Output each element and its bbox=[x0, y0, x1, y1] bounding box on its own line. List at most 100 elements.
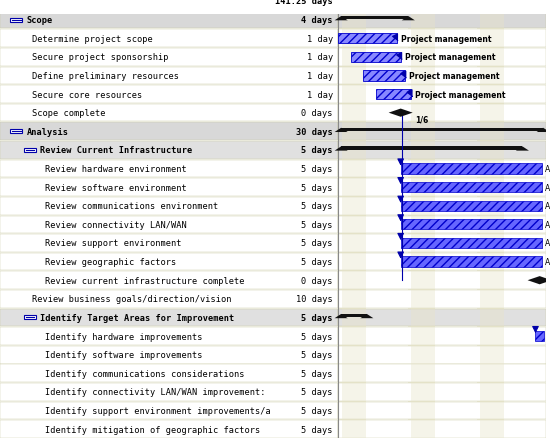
Bar bbox=[0, 328, 338, 345]
Text: 10 days: 10 days bbox=[296, 295, 333, 304]
Text: 5 days: 5 days bbox=[301, 332, 333, 341]
Bar bbox=[338, 160, 546, 178]
Bar bbox=[24, 316, 36, 320]
Bar bbox=[338, 309, 546, 327]
Text: Review hardware environment: Review hardware environment bbox=[45, 165, 187, 173]
Text: A: A bbox=[544, 220, 549, 230]
Bar bbox=[338, 272, 546, 290]
Text: Project management: Project management bbox=[401, 35, 491, 43]
Text: 1 day: 1 day bbox=[307, 35, 333, 43]
Text: Identify support environment improvements/a: Identify support environment improvement… bbox=[45, 406, 271, 415]
Bar bbox=[338, 179, 546, 197]
Bar bbox=[0, 0, 338, 11]
Bar bbox=[338, 198, 546, 215]
Text: Review current infrastructure complete: Review current infrastructure complete bbox=[45, 276, 245, 285]
Bar bbox=[0, 216, 338, 233]
Bar bbox=[338, 420, 546, 438]
Text: 0 days: 0 days bbox=[301, 276, 333, 285]
Text: Review software environment: Review software environment bbox=[45, 183, 187, 192]
Bar bbox=[364, 71, 405, 81]
Bar bbox=[0, 309, 338, 327]
Bar bbox=[0, 142, 338, 159]
Text: 5 days: 5 days bbox=[301, 425, 333, 434]
Text: Identify software improvements: Identify software improvements bbox=[45, 350, 203, 359]
Text: 0 days: 0 days bbox=[301, 109, 333, 118]
Text: 1 day: 1 day bbox=[307, 53, 333, 62]
Polygon shape bbox=[360, 314, 373, 318]
Bar bbox=[0, 12, 338, 29]
Bar bbox=[338, 402, 546, 420]
Bar bbox=[400, 257, 542, 267]
Polygon shape bbox=[334, 147, 348, 151]
Bar bbox=[338, 328, 546, 345]
Bar bbox=[338, 253, 546, 271]
Bar bbox=[341, 0, 543, 2]
Text: Review business goals/direction/vision: Review business goals/direction/vision bbox=[32, 295, 231, 304]
Bar bbox=[0, 67, 338, 85]
Bar bbox=[338, 290, 546, 308]
Text: 1 day: 1 day bbox=[307, 72, 333, 81]
Polygon shape bbox=[516, 147, 529, 151]
Text: Review connectivity LAN/WAN: Review connectivity LAN/WAN bbox=[45, 220, 187, 230]
Bar bbox=[338, 34, 397, 44]
Text: 5 days: 5 days bbox=[301, 258, 333, 266]
Text: Define preliminary resources: Define preliminary resources bbox=[32, 72, 179, 81]
Text: 5 days: 5 days bbox=[301, 406, 333, 415]
Bar bbox=[0, 346, 338, 364]
Bar bbox=[338, 383, 546, 401]
Bar bbox=[0, 49, 338, 67]
Text: A: A bbox=[544, 183, 549, 192]
Bar bbox=[0, 272, 338, 290]
Text: 5 days: 5 days bbox=[301, 313, 333, 322]
Bar bbox=[0, 402, 338, 420]
Text: Identify connectivity LAN/WAN improvement:: Identify connectivity LAN/WAN improvemen… bbox=[45, 388, 266, 396]
Text: Secure project sponsorship: Secure project sponsorship bbox=[32, 53, 168, 62]
Text: Identify hardware improvements: Identify hardware improvements bbox=[45, 332, 203, 341]
Bar bbox=[342, 14, 366, 438]
Bar bbox=[376, 90, 411, 100]
Bar bbox=[480, 14, 504, 438]
Bar bbox=[400, 164, 542, 174]
Polygon shape bbox=[389, 110, 412, 117]
Bar bbox=[338, 364, 546, 382]
Text: A: A bbox=[544, 239, 549, 248]
Text: A: A bbox=[544, 165, 549, 173]
Bar bbox=[341, 147, 522, 150]
Text: Scope complete: Scope complete bbox=[32, 109, 105, 118]
Polygon shape bbox=[334, 0, 348, 3]
Bar bbox=[0, 123, 338, 141]
Bar bbox=[0, 86, 338, 104]
Text: Review support environment: Review support environment bbox=[45, 239, 182, 248]
Text: Analysis: Analysis bbox=[27, 127, 69, 137]
Bar bbox=[338, 346, 546, 364]
Bar bbox=[338, 49, 546, 67]
Bar bbox=[338, 142, 546, 159]
Bar bbox=[338, 123, 546, 141]
Text: Secure core resources: Secure core resources bbox=[32, 90, 142, 99]
Text: 5 days: 5 days bbox=[301, 239, 333, 248]
Text: 5 days: 5 days bbox=[301, 146, 333, 155]
Polygon shape bbox=[537, 0, 549, 3]
Bar bbox=[0, 235, 338, 252]
Bar bbox=[400, 238, 542, 248]
Text: 141.25 days: 141.25 days bbox=[275, 0, 333, 7]
Bar bbox=[24, 148, 36, 152]
Bar bbox=[10, 18, 23, 22]
Bar bbox=[338, 30, 546, 48]
Text: 4 days: 4 days bbox=[301, 16, 333, 25]
Text: 30 days: 30 days bbox=[296, 127, 333, 137]
Polygon shape bbox=[334, 17, 348, 21]
Bar bbox=[341, 314, 367, 318]
Polygon shape bbox=[334, 314, 348, 318]
Bar bbox=[0, 0, 9, 4]
Bar bbox=[338, 216, 546, 233]
Bar bbox=[338, 86, 546, 104]
Text: 5 days: 5 days bbox=[301, 183, 333, 192]
Text: Project management: Project management bbox=[409, 72, 500, 81]
Bar bbox=[400, 201, 542, 212]
Text: 5 days: 5 days bbox=[301, 202, 333, 211]
Bar bbox=[0, 30, 338, 48]
Bar bbox=[10, 130, 23, 134]
Text: Infrastructure Deployment Template: Infrastructure Deployment Template bbox=[13, 0, 191, 7]
Text: Scope: Scope bbox=[27, 16, 53, 25]
